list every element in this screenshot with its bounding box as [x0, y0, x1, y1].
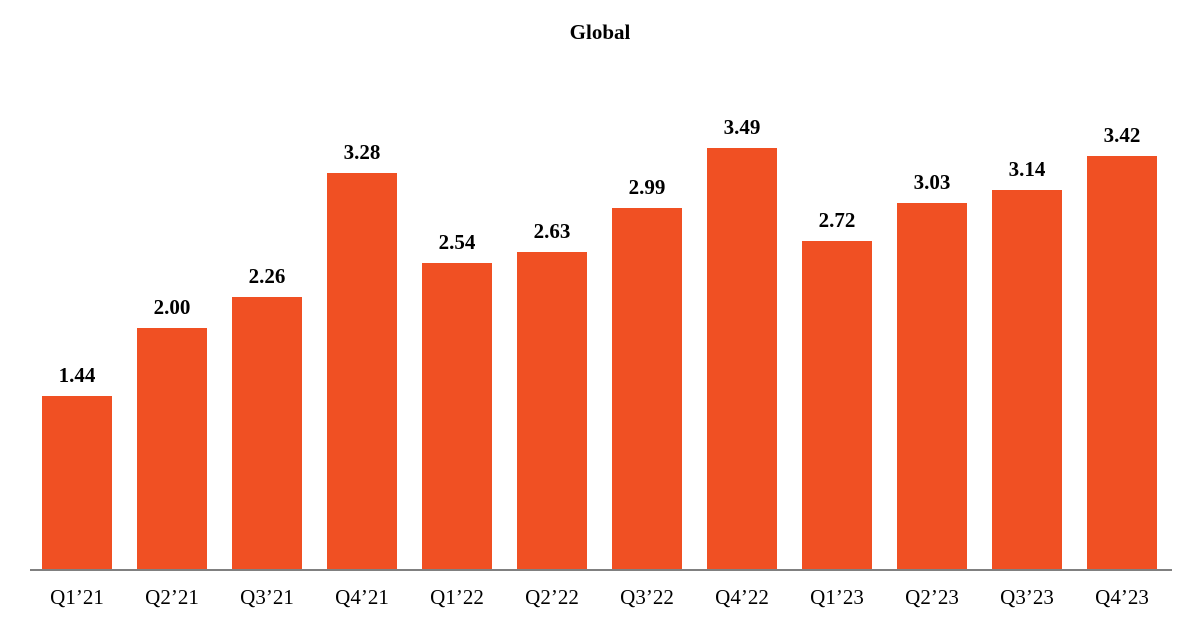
bar-value-label: 3.28 — [343, 140, 381, 164]
bar-value-label: 2.63 — [533, 219, 571, 243]
bar-column: 3.28 — [327, 140, 397, 570]
bar — [1087, 156, 1157, 570]
x-tick-label: Q3’23 — [1000, 585, 1054, 609]
bar-value-label: 2.54 — [438, 230, 476, 254]
bar-column: 2.00 — [137, 295, 207, 570]
x-tick-label: Q1’21 — [50, 585, 104, 609]
bar-value-label: 2.26 — [248, 264, 286, 288]
bar-value-label: 3.42 — [1103, 123, 1141, 147]
bar-value-label: 2.72 — [818, 208, 856, 232]
bar — [897, 203, 967, 570]
x-tick-label: Q4’23 — [1095, 585, 1149, 609]
x-tick-label: Q3’22 — [620, 585, 674, 609]
bar — [992, 190, 1062, 570]
x-tick-label: Q2’23 — [905, 585, 959, 609]
bar-value-label: 3.14 — [1008, 157, 1046, 181]
bar-column: 1.44 — [42, 363, 112, 570]
bar-column: 2.54 — [422, 230, 492, 570]
bar — [327, 173, 397, 570]
bar — [42, 396, 112, 570]
bar — [612, 208, 682, 570]
x-tick-label: Q3’21 — [240, 585, 294, 609]
x-tick-label: Q2’21 — [145, 585, 199, 609]
bar — [422, 263, 492, 570]
bar — [707, 148, 777, 570]
bar-column: 3.14 — [992, 157, 1062, 570]
bar — [137, 328, 207, 570]
x-tick-label: Q1’23 — [810, 585, 864, 609]
x-tick-label: Q4’21 — [335, 585, 389, 609]
bar-value-label: 2.00 — [153, 295, 191, 319]
bar — [232, 297, 302, 570]
bar-value-label: 1.44 — [58, 363, 96, 387]
bar-value-label: 3.49 — [723, 115, 761, 139]
bar-column: 3.03 — [897, 170, 967, 570]
bar — [517, 252, 587, 570]
bar-column: 2.26 — [232, 264, 302, 570]
bar — [802, 241, 872, 570]
x-tick-label: Q1’22 — [430, 585, 484, 609]
x-axis-line — [30, 569, 1172, 571]
x-tick-label: Q4’22 — [715, 585, 769, 609]
bar-column: 2.72 — [802, 208, 872, 570]
bar-column: 3.42 — [1087, 123, 1157, 570]
chart-title: Global — [569, 20, 631, 44]
bar-column: 2.63 — [517, 219, 587, 570]
bar-value-label: 3.03 — [913, 170, 951, 194]
bar-column: 2.99 — [612, 175, 682, 570]
bar-value-label: 2.99 — [628, 175, 666, 199]
x-tick-label: Q2’22 — [525, 585, 579, 609]
bar-column: 3.49 — [707, 115, 777, 570]
x-axis-labels: Q1’21 Q2’21 Q3’21 Q4’21 Q1’22 Q2’22 Q3’22 Q4’22… — [0, 585, 1200, 615]
